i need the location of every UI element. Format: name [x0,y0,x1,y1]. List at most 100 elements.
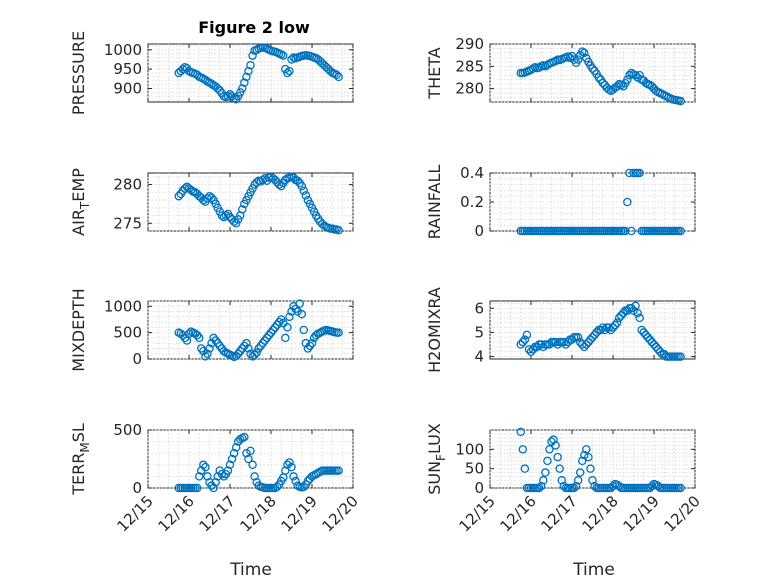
data-point-h2omixra [641,330,651,340]
data-point-sun-flux [580,450,589,460]
data-point-mixdepth [262,333,272,343]
data-point-theta [528,64,538,73]
data-point-h2omixra [573,332,583,342]
data-point-rainfall [627,226,636,236]
data-point-theta [616,80,626,90]
data-point-terr-msl [281,466,290,475]
data-point-mixdepth [334,328,343,337]
data-point-terr-msl [291,476,300,486]
data-point-air-temp [260,174,270,183]
y-tick-label: 500 [113,324,142,342]
data-point-mixdepth [268,325,278,335]
y-tick-label: 280 [455,80,484,98]
data-point-sun-flux [518,445,528,454]
x-tick-label: 12/20 [319,492,362,535]
data-point-terr-msl [240,432,249,442]
data-point-mixdepth [215,341,224,351]
data-point-air-temp [299,186,309,196]
data-point-h2omixra [518,337,528,347]
data-point-h2omixra [623,306,632,315]
data-point-mixdepth [305,341,315,351]
data-point-sun-flux [516,427,526,437]
subplot-mixdepth: 0 500 1000 MIXDEPTH [69,288,354,372]
data-point-air-temp [221,211,231,220]
data-point-terr-msl [211,477,220,487]
data-point-h2omixra [516,340,526,349]
data-point-mixdepth [281,333,290,343]
data-point-rainfall [635,168,644,178]
data-point-terr-msl [272,482,282,492]
y-tick-label: 0 [474,222,484,240]
data-point-h2omixra [551,337,560,347]
data-point-h2omixra [612,318,622,327]
y-tick-label: 50 [465,460,484,478]
data-point-h2omixra [610,320,620,330]
y-axis-label: MIXDEPTH [69,288,88,371]
data-point-h2omixra [561,340,571,349]
data-point-sun-flux [549,435,558,444]
data-point-sun-flux [575,468,585,477]
data-point-air-temp [207,193,216,202]
data-point-mixdepth [192,331,202,340]
data-point-theta [580,48,589,58]
data-point-mixdepth [250,350,259,360]
data-point-pressure [334,72,343,82]
data-point-air-temp [199,195,208,205]
y-axis-label: PRESSURE [69,31,88,115]
y-tick-label: 285 [455,57,484,75]
data-point-theta [641,78,651,88]
data-point-terr-msl [283,460,292,470]
data-point-mixdepth [303,344,313,353]
data-point-sun-flux [520,464,530,473]
y-tick-label: 275 [113,214,142,232]
data-point-h2omixra [580,342,589,352]
data-point-mixdepth [256,341,265,351]
data-point-theta [588,64,597,73]
x-tick-label: 12/16 [155,492,198,535]
x-tick-label: 12/17 [196,492,239,535]
data-point-h2omixra [532,342,542,352]
data-point-h2omixra [598,323,608,332]
data-point-air-temp [301,191,311,200]
x-tick-label: 12/16 [497,492,540,535]
data-point-sun-flux [584,452,593,462]
data-point-theta [625,70,634,80]
y-tick-label: 950 [113,60,142,78]
data-point-terr-msl [250,472,259,481]
data-point-terr-msl [289,472,298,481]
data-point-h2omixra [635,313,644,323]
data-point-sun-flux [534,483,544,493]
y-tick-label: 900 [113,79,142,97]
data-point-mixdepth [291,304,300,314]
data-point-h2omixra [614,313,624,323]
data-point-h2omixra [537,340,546,349]
data-point-theta [612,82,622,91]
data-point-mixdepth [297,309,306,319]
data-point-h2omixra [528,345,538,354]
data-point-h2omixra [676,352,685,361]
data-point-pressure [332,70,341,80]
x-tick-label: 12/15 [114,492,157,535]
y-tick-label: 280 [113,176,142,194]
data-point-mixdepth [201,352,210,361]
data-point-h2omixra [582,340,591,349]
data-point-terr-msl [244,454,253,464]
data-point-h2omixra [586,335,595,344]
data-point-sun-flux [676,483,685,493]
y-axis-label: THETA [425,47,444,99]
data-point-terr-msl [199,460,208,470]
data-point-sun-flux [555,464,564,473]
data-point-mixdepth [295,299,304,308]
data-point-mixdepth [299,325,309,335]
data-point-sun-flux [543,456,552,466]
data-point-pressure [283,68,292,78]
x-axis-label-right: Time [572,560,615,580]
data-point-air-temp [274,180,284,189]
data-point-rainfall [621,226,630,236]
data-point-h2omixra [649,340,659,349]
data-point-mixdepth [283,323,292,332]
data-point-pressure [246,61,255,70]
data-point-air-temp [229,217,239,226]
data-point-theta [598,78,608,88]
data-point-h2omixra [637,325,646,335]
